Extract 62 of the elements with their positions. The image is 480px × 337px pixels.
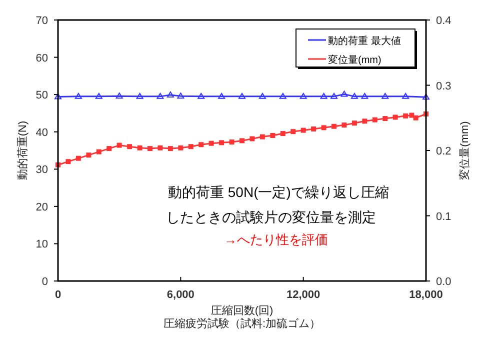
x-axis-title: 圧縮回数(回): [210, 304, 274, 317]
point: [270, 132, 276, 138]
point: [409, 112, 414, 118]
y-tick-label: 60: [36, 52, 48, 64]
y2-tick-label: 0.0: [436, 276, 452, 288]
y2-tick-label: 0.3: [436, 80, 452, 92]
point: [76, 156, 81, 161]
x-tick-label: 0: [54, 289, 62, 301]
point: [106, 146, 112, 152]
annotation: したときの試験片の変位量を測定: [166, 209, 376, 225]
point: [413, 115, 418, 120]
x-tick-label: 6,000: [166, 289, 194, 301]
point: [372, 117, 378, 122]
point: [127, 144, 132, 150]
y-tick-label: 0: [42, 276, 48, 288]
point: [311, 126, 316, 132]
y-tick-label: 50: [36, 90, 48, 102]
point: [290, 129, 296, 134]
point: [178, 145, 184, 150]
y-tick-label: 40: [36, 126, 48, 139]
point: [116, 142, 122, 148]
y2-tick-label: 0.4: [436, 15, 452, 27]
point: [362, 118, 368, 124]
y-tick-label: 70: [36, 15, 48, 27]
x-tick-label: 18,000: [409, 289, 443, 301]
point: [403, 113, 408, 118]
point: [208, 140, 214, 146]
point: [250, 136, 255, 142]
text: 圧縮疲労試験（試料:加硫ゴム）: [163, 317, 321, 330]
y-tick-label: 20: [36, 201, 48, 214]
y-tick-label: 30: [36, 164, 48, 176]
point: [321, 125, 326, 130]
point: [188, 144, 194, 150]
point: [86, 152, 92, 158]
y2-axis-title: 変位量(mm): [458, 121, 471, 180]
point: [352, 120, 357, 126]
point: [198, 142, 204, 148]
legend-label: 変位量(mm): [328, 54, 382, 66]
point: [280, 131, 286, 136]
point: [66, 159, 71, 164]
y-axis-title: 動的荷重(N): [16, 120, 29, 180]
point: [260, 134, 265, 140]
annotation: →へたり性を評価: [224, 232, 328, 247]
y-tick-label: 10: [36, 238, 48, 251]
y2-tick-label: 0.2: [436, 146, 452, 158]
point: [300, 128, 306, 133]
point: [137, 145, 142, 150]
point: [96, 149, 102, 154]
point: [168, 146, 173, 152]
point: [219, 140, 224, 146]
point: [229, 140, 234, 145]
x-tick-label: 12,000: [286, 289, 320, 301]
point: [342, 122, 347, 128]
point: [382, 116, 388, 122]
point: [158, 145, 163, 150]
point: [392, 114, 398, 120]
y2-tick-label: 0.1: [436, 210, 452, 223]
point: [240, 138, 244, 144]
point: [332, 124, 336, 129]
legend-label: 動的荷重 最大値: [328, 35, 401, 47]
annotation: 動的荷重 50N(一定)で繰り返し圧縮: [168, 184, 389, 200]
point: [148, 146, 152, 152]
